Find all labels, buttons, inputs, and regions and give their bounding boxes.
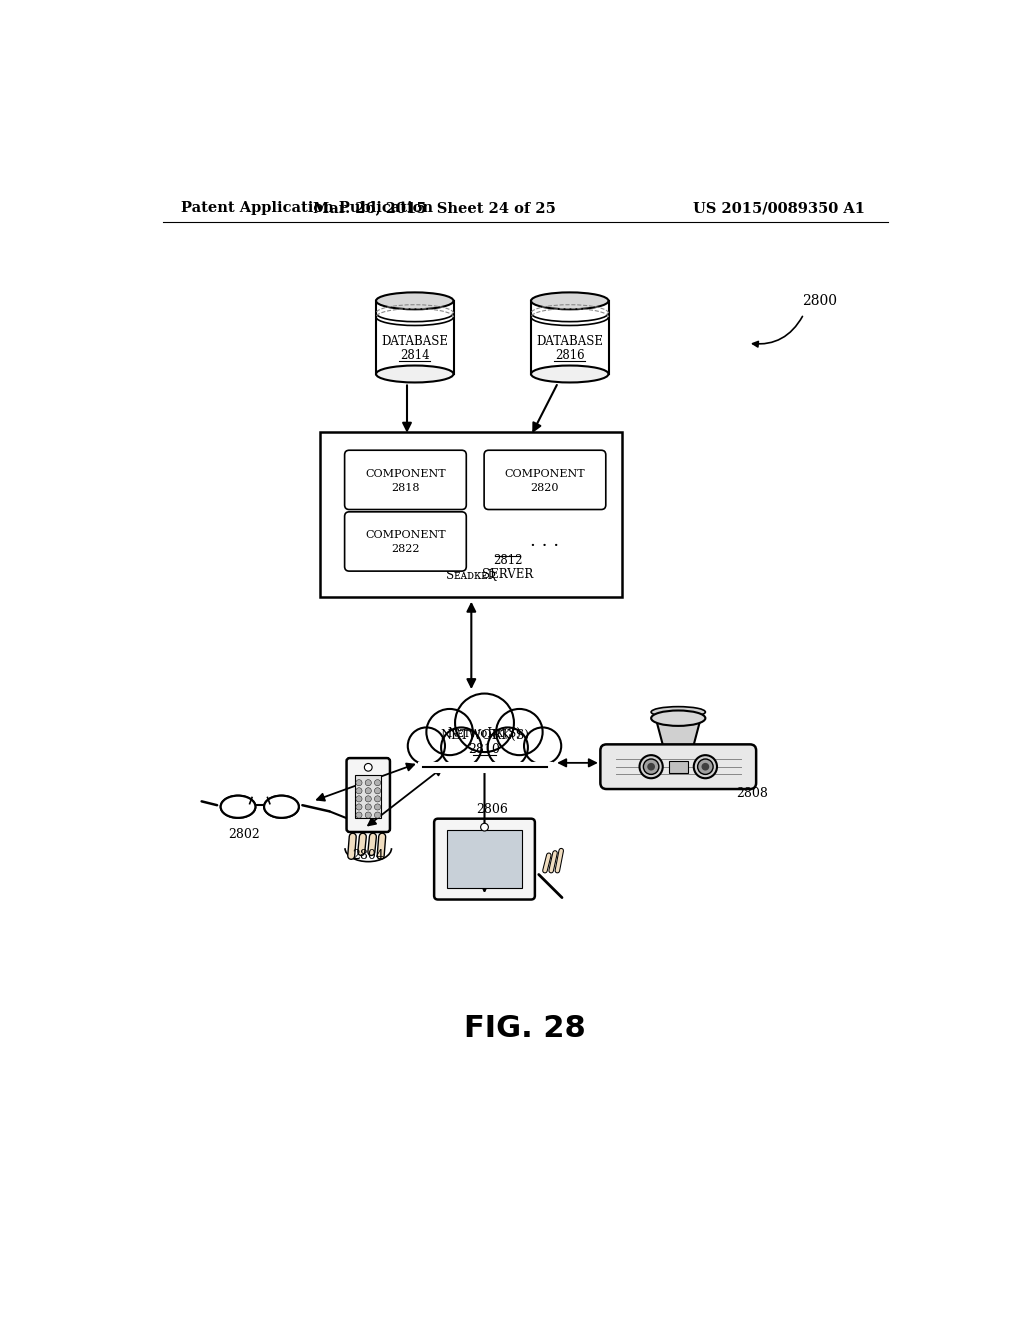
FancyArrowPatch shape [753,317,803,347]
Circle shape [375,780,381,785]
Text: DATABASE: DATABASE [381,334,449,347]
Ellipse shape [651,710,706,726]
Circle shape [496,709,543,755]
Text: Network(s): Network(s) [451,742,518,755]
Text: Patent Application Publication: Patent Application Publication [180,202,433,215]
Circle shape [455,693,514,752]
Text: . . .: . . . [530,532,559,550]
Bar [447,830,521,888]
Circle shape [366,780,372,785]
Text: 2818: 2818 [391,483,420,492]
Text: 2820: 2820 [530,483,559,492]
Circle shape [356,804,362,810]
Circle shape [643,759,658,775]
Text: COMPONENT: COMPONENT [366,531,445,540]
Circle shape [365,763,372,771]
Text: NᴇᴛᴡᴏƦᴋ(S): NᴇᴛᴡᴏƦᴋ(S) [447,727,521,741]
Polygon shape [656,721,700,751]
FancyBboxPatch shape [345,512,466,572]
Circle shape [366,796,372,803]
Ellipse shape [376,293,454,309]
Circle shape [647,763,655,771]
Bar [321,432,623,598]
Text: SERVER: SERVER [482,568,534,581]
Ellipse shape [376,366,454,383]
Circle shape [356,812,362,818]
Text: 2812: 2812 [493,554,522,566]
Circle shape [375,788,381,793]
Circle shape [487,727,528,767]
Text: Mar. 26, 2015  Sheet 24 of 25: Mar. 26, 2015 Sheet 24 of 25 [312,202,556,215]
Circle shape [356,780,362,785]
Circle shape [640,755,663,779]
Text: US 2015/0089350 A1: US 2015/0089350 A1 [693,202,865,215]
Text: 2816: 2816 [555,350,585,362]
Text: 2806: 2806 [476,803,508,816]
Text: COMPONENT: COMPONENT [505,469,586,479]
Circle shape [366,804,372,810]
Circle shape [366,788,372,793]
Text: DATABASE: DATABASE [537,334,603,347]
Ellipse shape [531,293,608,309]
Bar [355,775,381,818]
Ellipse shape [651,706,706,718]
Text: FIG. 28: FIG. 28 [464,1014,586,1043]
Circle shape [375,812,381,818]
Circle shape [356,788,362,793]
FancyBboxPatch shape [346,758,390,832]
Polygon shape [531,301,608,374]
Text: 2800: 2800 [802,294,838,308]
Ellipse shape [531,366,608,383]
Circle shape [408,727,445,764]
Ellipse shape [222,797,254,817]
Circle shape [441,727,481,767]
Text: NETWORK(S): NETWORK(S) [440,730,529,742]
Text: SᴇᴀᴅᴋᴇƦ: SᴇᴀᴅᴋᴇƦ [446,568,497,581]
Ellipse shape [265,797,298,817]
Circle shape [356,796,362,803]
Text: COMPONENT: COMPONENT [366,469,445,479]
Circle shape [426,709,473,755]
FancyBboxPatch shape [600,744,756,789]
Circle shape [480,824,488,832]
Text: 2822: 2822 [391,544,420,554]
Circle shape [693,755,717,779]
FancyBboxPatch shape [484,450,606,510]
FancyBboxPatch shape [345,450,466,510]
Circle shape [366,812,372,818]
Circle shape [524,727,561,764]
Text: 2804: 2804 [352,849,384,862]
Text: 2814: 2814 [400,350,429,362]
Polygon shape [376,301,454,374]
Bar [428,722,541,758]
Circle shape [701,763,710,771]
Circle shape [697,759,713,775]
FancyBboxPatch shape [434,818,535,899]
Text: 2810: 2810 [469,743,501,756]
Text: 2802: 2802 [228,828,260,841]
Circle shape [375,804,381,810]
Text: 2808: 2808 [736,787,768,800]
Bar [669,760,687,774]
Circle shape [375,796,381,803]
